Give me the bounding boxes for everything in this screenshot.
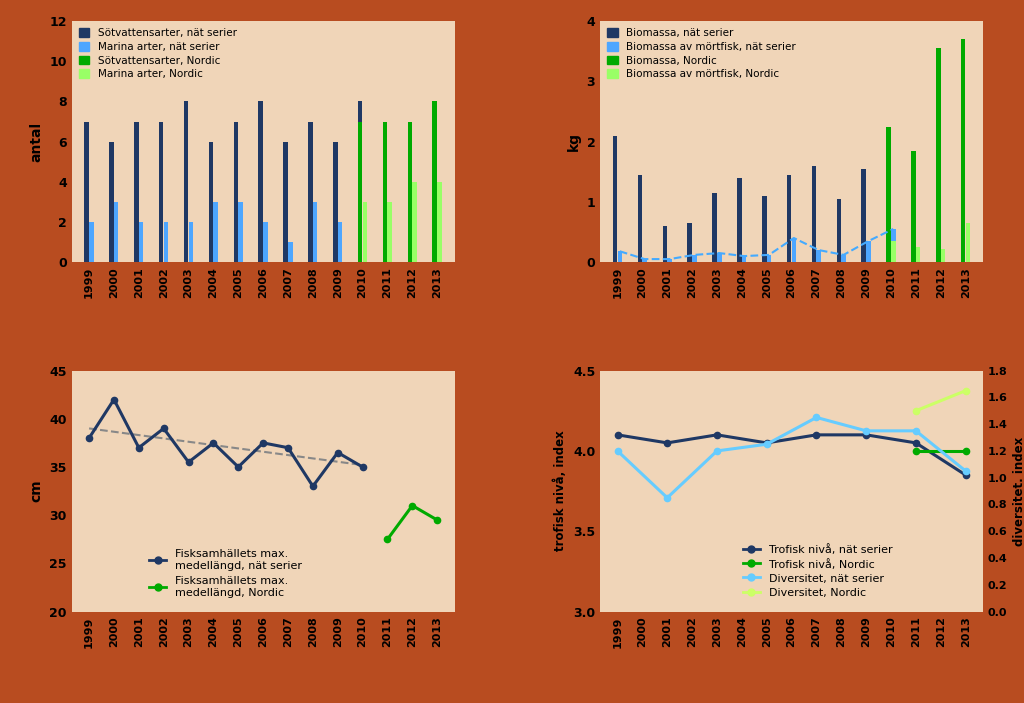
- Bar: [134, 122, 138, 262]
- Bar: [284, 141, 288, 262]
- Bar: [941, 249, 945, 262]
- Bar: [911, 150, 915, 262]
- Bar: [866, 241, 870, 262]
- Bar: [861, 169, 866, 262]
- Bar: [413, 182, 417, 262]
- Bar: [209, 141, 213, 262]
- Bar: [308, 122, 312, 262]
- Bar: [432, 101, 437, 262]
- Bar: [767, 255, 771, 262]
- Bar: [333, 141, 338, 262]
- Bar: [717, 253, 722, 262]
- Y-axis label: antal: antal: [30, 122, 44, 162]
- Bar: [357, 122, 362, 262]
- Bar: [638, 175, 642, 262]
- Bar: [184, 101, 188, 262]
- Y-axis label: diversitet. index: diversitet. index: [1014, 437, 1024, 546]
- Bar: [362, 242, 368, 262]
- Bar: [891, 229, 896, 262]
- Bar: [692, 255, 696, 262]
- Bar: [233, 122, 239, 262]
- Bar: [891, 241, 896, 262]
- Bar: [188, 222, 194, 262]
- Bar: [338, 222, 342, 262]
- Bar: [936, 49, 941, 262]
- Legend: Fisksamhällets max.
medellängd, nät serier, Fisksamhällets max.
medellängd, Nord: Fisksamhällets max. medellängd, nät seri…: [146, 546, 305, 601]
- Bar: [842, 255, 846, 262]
- Y-axis label: cm: cm: [30, 479, 44, 503]
- Legend: Sötvattensarter, nät serier, Marina arter, nät serier, Sötvattensarter, Nordic, : Sötvattensarter, nät serier, Marina arte…: [77, 26, 239, 82]
- Y-axis label: kg: kg: [567, 132, 581, 151]
- Bar: [737, 178, 741, 262]
- Bar: [713, 193, 717, 262]
- Bar: [837, 199, 841, 262]
- Bar: [263, 222, 267, 262]
- Bar: [816, 250, 821, 262]
- Legend: Biomassa, nät serier, Biomassa av mörtfisk, nät serier, Biomassa, Nordic, Biomas: Biomassa, nät serier, Biomassa av mörtfi…: [605, 26, 798, 82]
- Bar: [114, 202, 119, 262]
- Legend: Trofisk nivå, nät serier, Trofisk nivå, Nordic, Diversitet, nät serier, Diversit: Trofisk nivå, nät serier, Trofisk nivå, …: [739, 541, 896, 601]
- Bar: [668, 259, 672, 262]
- Bar: [687, 223, 692, 262]
- Bar: [110, 141, 114, 262]
- Bar: [362, 202, 368, 262]
- Bar: [617, 251, 622, 262]
- Y-axis label: trofisk nivå, index: trofisk nivå, index: [554, 431, 567, 551]
- Bar: [164, 222, 168, 262]
- Bar: [387, 202, 392, 262]
- Bar: [159, 122, 164, 262]
- Bar: [786, 175, 792, 262]
- Bar: [812, 166, 816, 262]
- Bar: [961, 39, 966, 262]
- Bar: [84, 122, 89, 262]
- Bar: [139, 222, 143, 262]
- Bar: [741, 256, 746, 262]
- Bar: [408, 122, 412, 262]
- Bar: [642, 259, 647, 262]
- Bar: [383, 122, 387, 262]
- Bar: [288, 242, 293, 262]
- Bar: [357, 101, 362, 262]
- Bar: [239, 202, 243, 262]
- Bar: [762, 196, 767, 262]
- Bar: [887, 150, 891, 262]
- Bar: [792, 238, 796, 262]
- Bar: [213, 202, 218, 262]
- Bar: [915, 247, 921, 262]
- Bar: [89, 222, 93, 262]
- Bar: [966, 223, 970, 262]
- Bar: [437, 182, 441, 262]
- Bar: [663, 226, 667, 262]
- Bar: [313, 202, 317, 262]
- Bar: [887, 127, 891, 262]
- Bar: [612, 136, 617, 262]
- Bar: [258, 101, 263, 262]
